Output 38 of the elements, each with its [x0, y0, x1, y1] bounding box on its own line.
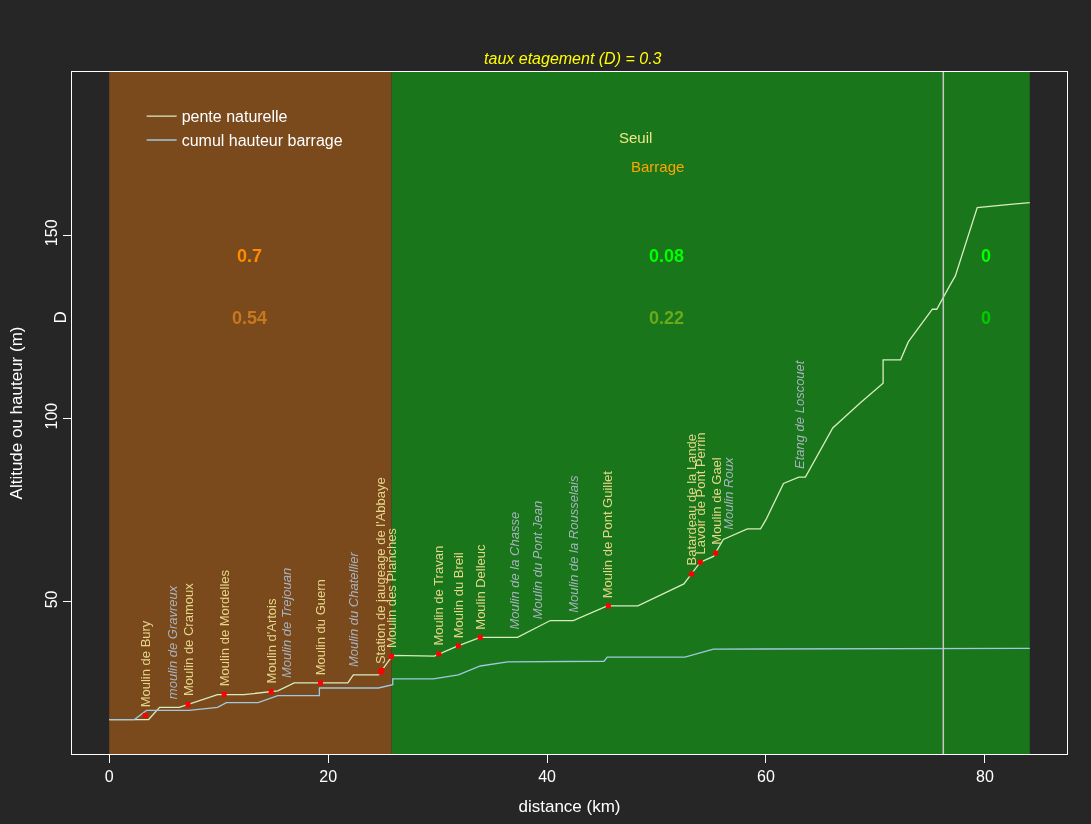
annotation: Moulin de Travan	[430, 545, 446, 646]
annotation: Moulin du Pont Jean	[530, 500, 546, 620]
annotation: Moulin de la Rousselais	[565, 475, 581, 613]
annotation: Moulin de Cramoux	[181, 582, 197, 697]
y-tick-label: 150	[42, 219, 60, 247]
legend-label: pente naturelle	[181, 108, 288, 126]
annotation: Moulin du Chatellier	[345, 551, 361, 668]
annotation: 0	[981, 246, 992, 266]
annotation: Barrage	[631, 158, 685, 175]
annotation: Etang de Loscouet	[791, 359, 807, 469]
annotation: moulin de Gravreux	[165, 585, 181, 700]
y-tick-label: 100	[42, 402, 60, 430]
annotation: Moulin du Breil	[450, 552, 466, 639]
annotation: 0.7	[237, 246, 263, 266]
x-tick-label: 20	[319, 768, 338, 786]
annotation: Seuil	[619, 129, 653, 146]
x-tick-label: 60	[757, 768, 775, 786]
y-tick-label: 50	[42, 590, 60, 609]
annotation: Moulin de Bury	[138, 620, 154, 708]
annotation: 0.22	[649, 308, 685, 328]
text: D	[50, 311, 70, 324]
x-tick-label: 0	[104, 768, 114, 786]
annotation: 0.54	[232, 308, 268, 328]
annotation: Moulin Delleuc	[472, 543, 488, 630]
chart-title: taux etagement (D) = 0.3	[484, 50, 662, 67]
annotation: Moulin d'Artois	[264, 598, 280, 684]
annotation: 0.08	[649, 246, 685, 266]
y-axis-title: Altitude ou hauteur (m)	[7, 326, 27, 500]
x-tick-label: 40	[538, 768, 557, 786]
annotation: Moulin de Trejouan	[279, 567, 295, 679]
annotation: Moulin de Pont Guillet	[600, 470, 616, 599]
annotation: 0	[981, 308, 992, 328]
annotation: Moulin de la Chasse	[506, 511, 522, 630]
x-tick-label: 80	[976, 768, 994, 786]
annotation: Moulin du Guern	[312, 579, 328, 676]
x-axis-title: distance (km)	[518, 796, 621, 816]
annotation: Moulin de Mordelles	[217, 569, 233, 687]
legend-label: cumul hauteur barrage	[181, 132, 343, 150]
